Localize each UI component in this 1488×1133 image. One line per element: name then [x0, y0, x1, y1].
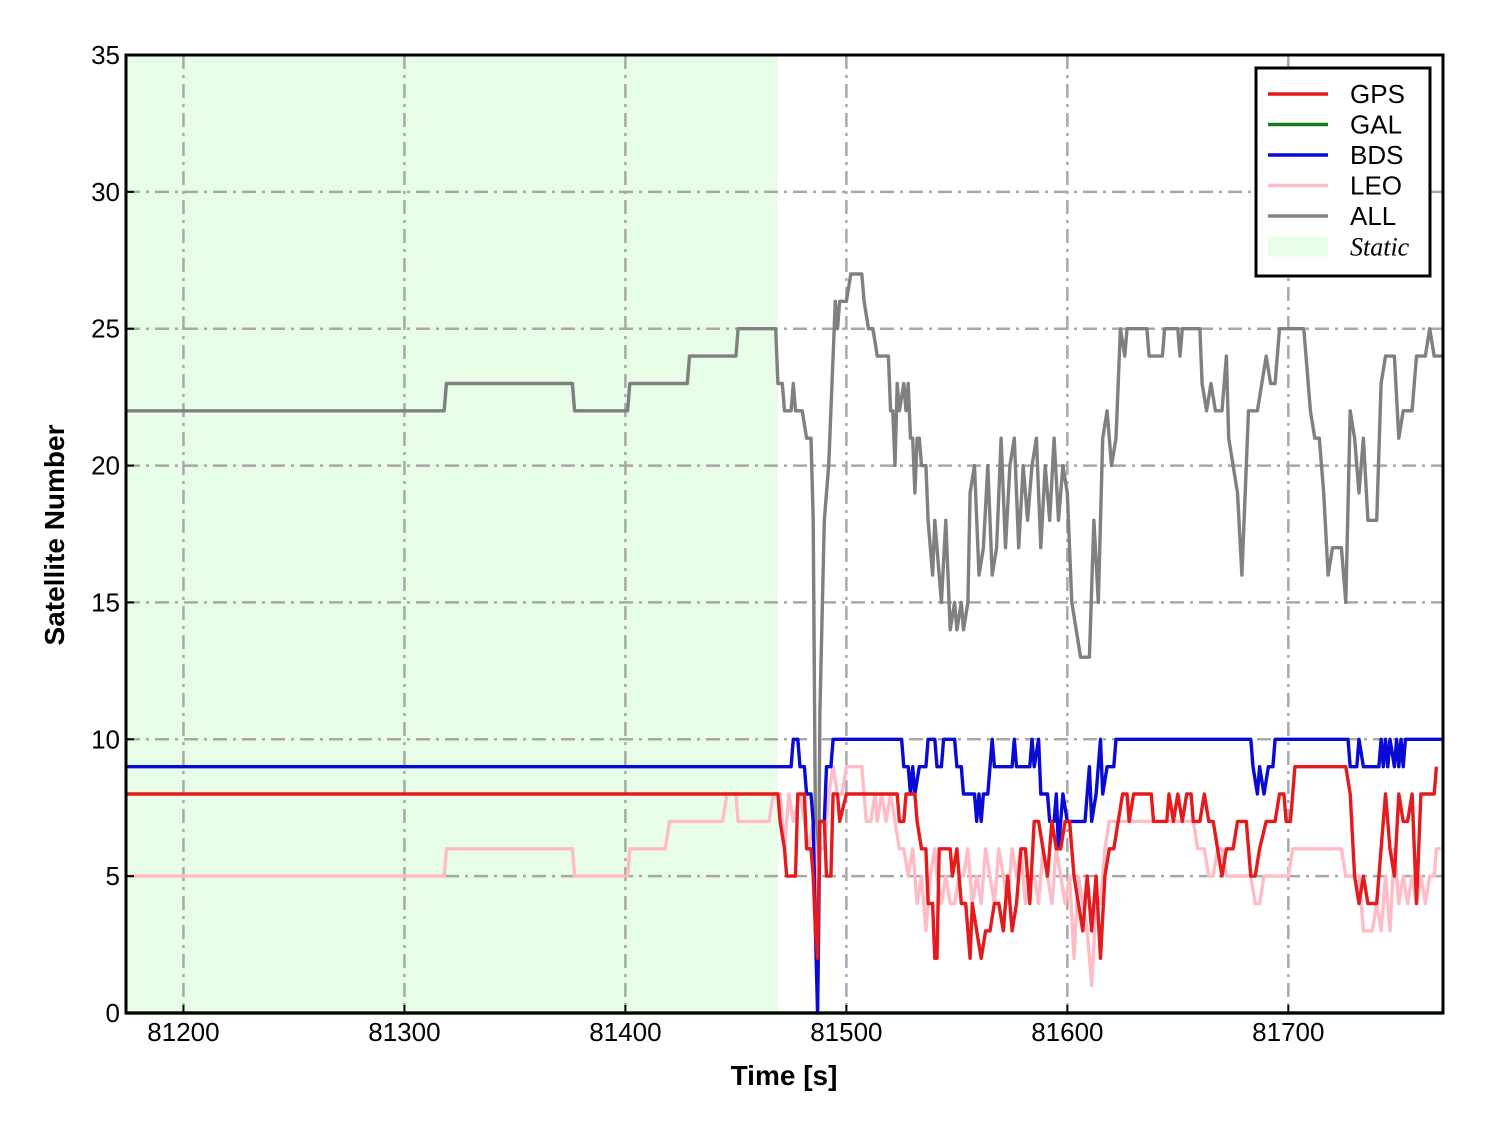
- y-axis-ticks: 0 5 10 15 20 25 30 35: [91, 40, 134, 1028]
- shaded-regions: [126, 55, 778, 1013]
- plot-frame: [124, 53, 1445, 1015]
- x-tick-label: 81300: [368, 1017, 440, 1047]
- x-axis-ticks: 81200 81300 81400 81500 81600 81700: [147, 1005, 1324, 1047]
- legend-label-leo: LEO: [1350, 171, 1402, 201]
- series-line-all: [126, 272, 1443, 1015]
- grid-lines: [126, 55, 1443, 1013]
- legend-label-gps: GPS: [1350, 79, 1405, 109]
- plot-border: [124, 53, 1445, 1015]
- x-tick-label: 81400: [589, 1017, 661, 1047]
- series-line-bds: [126, 737, 1443, 1015]
- y-tick-label: 5: [106, 861, 120, 891]
- y-tick-label: 25: [91, 314, 120, 344]
- y-tick-label: 20: [91, 451, 120, 481]
- x-tick-label: 81500: [810, 1017, 882, 1047]
- y-tick-label: 10: [91, 724, 120, 754]
- x-tick-label: 81600: [1031, 1017, 1103, 1047]
- y-tick-label: 35: [91, 40, 120, 70]
- legend-swatch-static: [1268, 236, 1328, 257]
- x-tick-label: 81700: [1252, 1017, 1324, 1047]
- y-axis-title: Satellite Number: [39, 424, 70, 645]
- legend-label-bds: BDS: [1350, 140, 1403, 170]
- legend-label-all: ALL: [1350, 201, 1396, 231]
- shaded-region-static: [126, 55, 778, 1013]
- y-tick-label: 15: [91, 587, 120, 617]
- series-line-gps: [126, 765, 1439, 960]
- y-tick-label: 30: [91, 177, 120, 207]
- x-axis-title: Time [s]: [731, 1060, 838, 1091]
- legend-label-gal: GAL: [1350, 110, 1402, 140]
- y-tick-label: 0: [106, 998, 120, 1028]
- x-tick-label: 81200: [147, 1017, 219, 1047]
- legend-label-static: Static: [1350, 233, 1410, 262]
